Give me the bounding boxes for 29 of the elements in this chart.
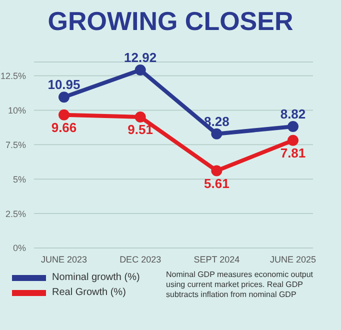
data-label: 12.92 <box>124 50 157 65</box>
x-tick-label: SEPT 2024 <box>194 254 240 264</box>
point <box>58 92 70 103</box>
text: Nominal GDP measures economic output using current market prices. Real GDP subtracts inflation from nominal GDP <box>166 270 314 300</box>
x-tick-label: JUNE 2025 <box>270 254 316 264</box>
point <box>134 64 146 76</box>
point <box>134 111 146 122</box>
y-tick-label: 12.5% <box>0 70 26 81</box>
y-tick-label: 5% <box>12 174 26 184</box>
y-tick-label: 7.5% <box>5 140 26 150</box>
data-label: 5.61 <box>204 176 230 191</box>
x-tick-label: DEC 2023 <box>120 254 162 264</box>
data-label: 7.81 <box>280 146 306 161</box>
point <box>288 120 298 132</box>
chart-title: GROWING CLOSER <box>46 6 294 37</box>
legend-label: Real Growth (%) <box>52 287 126 298</box>
data-label: 10.95 <box>48 77 80 92</box>
point <box>211 165 222 176</box>
legend-label: Nominal growth (%) <box>52 272 140 283</box>
data-label: 9.51 <box>128 122 153 138</box>
point <box>211 128 222 140</box>
data-label: 9.66 <box>51 120 77 136</box>
y-tick-label: 10% <box>8 105 26 116</box>
y-tick-label: 0% <box>12 243 26 254</box>
point <box>58 109 70 120</box>
data-label: 8.82 <box>280 106 306 122</box>
y-tick-label: 2.5% <box>5 208 26 219</box>
point <box>288 134 298 146</box>
x-tick-label: JUNE 2023 <box>40 254 88 264</box>
